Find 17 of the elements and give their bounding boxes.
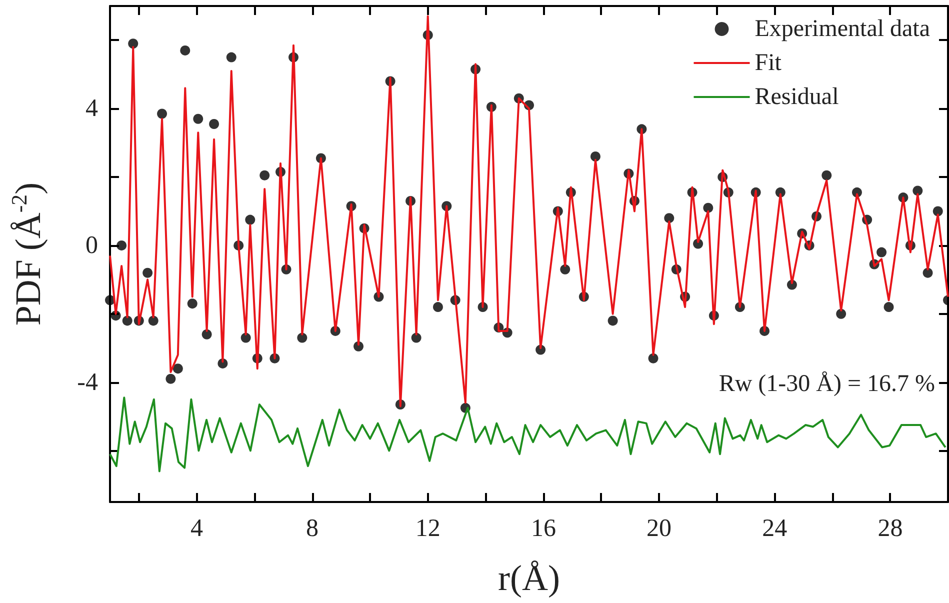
y-tick-label: 4: [86, 95, 98, 122]
legend-label: Residual: [754, 84, 840, 110]
y-axis-title: PDF (Å-2): [6, 182, 48, 326]
x-tick-label: 28: [878, 515, 903, 542]
y-tick-label: 0: [86, 232, 98, 259]
x-axis-title: r(Å): [498, 558, 560, 598]
x-tick-label: 24: [762, 515, 788, 542]
y-tick-label: -4: [77, 368, 98, 396]
x-tick-label: 20: [646, 515, 672, 542]
x-tick-label: 4: [190, 515, 204, 542]
x-tick-label: 16: [530, 515, 556, 542]
legend-label: Fit: [754, 50, 782, 76]
line-series: [109, 396, 946, 472]
x-tick-label: 12: [415, 515, 440, 542]
x-tick-label: 8: [306, 515, 319, 542]
legend-label: Experimental data: [754, 16, 930, 42]
annotation: Rw (1-30 Å) = 16.7 %: [718, 371, 936, 397]
